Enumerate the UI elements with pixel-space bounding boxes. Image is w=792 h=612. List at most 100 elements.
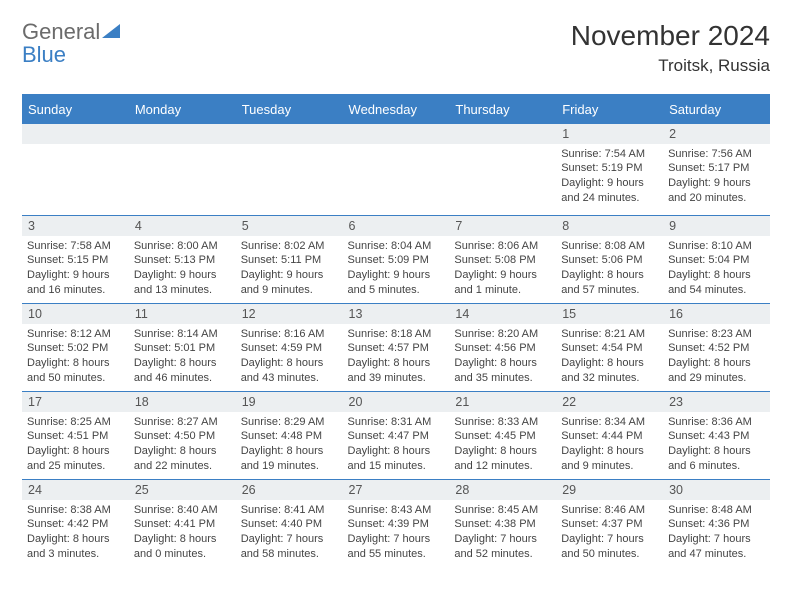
daylight-text: Daylight: 9 hours and 9 minutes. [241, 268, 338, 298]
sunset-text: Sunset: 4:44 PM [561, 429, 658, 444]
calendar-table: SundayMondayTuesdayWednesdayThursdayFrid… [22, 94, 770, 568]
calendar-day-cell: 29Sunrise: 8:46 AMSunset: 4:37 PMDayligh… [556, 480, 663, 568]
calendar-day-cell: 3Sunrise: 7:58 AMSunset: 5:15 PMDaylight… [22, 216, 129, 304]
sunset-text: Sunset: 4:56 PM [454, 341, 551, 356]
day-number: 19 [236, 392, 343, 412]
daylight-text: Daylight: 8 hours and 3 minutes. [27, 532, 124, 562]
daylight-text: Daylight: 8 hours and 19 minutes. [241, 444, 338, 474]
day-number: 10 [22, 304, 129, 324]
day-details: Sunrise: 8:46 AMSunset: 4:37 PMDaylight:… [556, 500, 663, 566]
sunrise-text: Sunrise: 8:29 AM [241, 415, 338, 430]
day-number: 11 [129, 304, 236, 324]
sunrise-text: Sunrise: 8:45 AM [454, 503, 551, 518]
calendar-day-cell: 10Sunrise: 8:12 AMSunset: 5:02 PMDayligh… [22, 304, 129, 392]
day-details: Sunrise: 8:04 AMSunset: 5:09 PMDaylight:… [343, 236, 450, 302]
weekday-header: Friday [556, 95, 663, 124]
daylight-text: Daylight: 8 hours and 46 minutes. [134, 356, 231, 386]
calendar-day-cell: 30Sunrise: 8:48 AMSunset: 4:36 PMDayligh… [663, 480, 770, 568]
day-details: Sunrise: 8:45 AMSunset: 4:38 PMDaylight:… [449, 500, 556, 566]
calendar-day-cell: 8Sunrise: 8:08 AMSunset: 5:06 PMDaylight… [556, 216, 663, 304]
calendar-day-cell: 9Sunrise: 8:10 AMSunset: 5:04 PMDaylight… [663, 216, 770, 304]
day-details: Sunrise: 8:48 AMSunset: 4:36 PMDaylight:… [663, 500, 770, 566]
sunrise-text: Sunrise: 8:04 AM [348, 239, 445, 254]
sunset-text: Sunset: 4:38 PM [454, 517, 551, 532]
sunset-text: Sunset: 5:13 PM [134, 253, 231, 268]
calendar-day-cell: 7Sunrise: 8:06 AMSunset: 5:08 PMDaylight… [449, 216, 556, 304]
daylight-text: Daylight: 8 hours and 54 minutes. [668, 268, 765, 298]
daylight-text: Daylight: 9 hours and 5 minutes. [348, 268, 445, 298]
sunset-text: Sunset: 5:15 PM [27, 253, 124, 268]
weekday-header: Wednesday [343, 95, 450, 124]
logo: General Blue [22, 20, 120, 66]
day-number [129, 124, 236, 144]
sunset-text: Sunset: 4:39 PM [348, 517, 445, 532]
calendar-day-cell: 26Sunrise: 8:41 AMSunset: 4:40 PMDayligh… [236, 480, 343, 568]
sunrise-text: Sunrise: 7:56 AM [668, 147, 765, 162]
calendar-day-cell: 28Sunrise: 8:45 AMSunset: 4:38 PMDayligh… [449, 480, 556, 568]
day-details: Sunrise: 8:20 AMSunset: 4:56 PMDaylight:… [449, 324, 556, 390]
day-details: Sunrise: 8:43 AMSunset: 4:39 PMDaylight:… [343, 500, 450, 566]
calendar-day-cell: 12Sunrise: 8:16 AMSunset: 4:59 PMDayligh… [236, 304, 343, 392]
calendar-day-cell: 14Sunrise: 8:20 AMSunset: 4:56 PMDayligh… [449, 304, 556, 392]
weekday-header: Tuesday [236, 95, 343, 124]
day-number: 13 [343, 304, 450, 324]
sunrise-text: Sunrise: 8:23 AM [668, 327, 765, 342]
day-details: Sunrise: 8:29 AMSunset: 4:48 PMDaylight:… [236, 412, 343, 478]
calendar-day-cell: 13Sunrise: 8:18 AMSunset: 4:57 PMDayligh… [343, 304, 450, 392]
sunrise-text: Sunrise: 8:40 AM [134, 503, 231, 518]
sunset-text: Sunset: 5:08 PM [454, 253, 551, 268]
calendar-body: 1Sunrise: 7:54 AMSunset: 5:19 PMDaylight… [22, 124, 770, 568]
calendar-day-cell: 2Sunrise: 7:56 AMSunset: 5:17 PMDaylight… [663, 124, 770, 216]
calendar-day-cell: 23Sunrise: 8:36 AMSunset: 4:43 PMDayligh… [663, 392, 770, 480]
sunrise-text: Sunrise: 8:14 AM [134, 327, 231, 342]
day-number: 23 [663, 392, 770, 412]
calendar-day-cell: 19Sunrise: 8:29 AMSunset: 4:48 PMDayligh… [236, 392, 343, 480]
day-details: Sunrise: 8:34 AMSunset: 4:44 PMDaylight:… [556, 412, 663, 478]
sunset-text: Sunset: 4:45 PM [454, 429, 551, 444]
calendar-day-cell: 1Sunrise: 7:54 AMSunset: 5:19 PMDaylight… [556, 124, 663, 216]
sunset-text: Sunset: 4:51 PM [27, 429, 124, 444]
daylight-text: Daylight: 8 hours and 9 minutes. [561, 444, 658, 474]
sunset-text: Sunset: 4:43 PM [668, 429, 765, 444]
day-details: Sunrise: 8:36 AMSunset: 4:43 PMDaylight:… [663, 412, 770, 478]
day-number: 25 [129, 480, 236, 500]
sunrise-text: Sunrise: 8:36 AM [668, 415, 765, 430]
calendar-day-cell: 22Sunrise: 8:34 AMSunset: 4:44 PMDayligh… [556, 392, 663, 480]
day-details: Sunrise: 8:08 AMSunset: 5:06 PMDaylight:… [556, 236, 663, 302]
day-details: Sunrise: 8:12 AMSunset: 5:02 PMDaylight:… [22, 324, 129, 390]
sunrise-text: Sunrise: 8:08 AM [561, 239, 658, 254]
sunrise-text: Sunrise: 8:12 AM [27, 327, 124, 342]
day-number: 8 [556, 216, 663, 236]
calendar-day-cell: 24Sunrise: 8:38 AMSunset: 4:42 PMDayligh… [22, 480, 129, 568]
calendar-day-cell [236, 124, 343, 216]
day-number: 29 [556, 480, 663, 500]
day-number: 24 [22, 480, 129, 500]
sunrise-text: Sunrise: 8:27 AM [134, 415, 231, 430]
weekday-header: Thursday [449, 95, 556, 124]
calendar-day-cell: 21Sunrise: 8:33 AMSunset: 4:45 PMDayligh… [449, 392, 556, 480]
day-number: 6 [343, 216, 450, 236]
weekday-header: Monday [129, 95, 236, 124]
daylight-text: Daylight: 8 hours and 50 minutes. [27, 356, 124, 386]
day-details: Sunrise: 8:00 AMSunset: 5:13 PMDaylight:… [129, 236, 236, 302]
sunrise-text: Sunrise: 8:20 AM [454, 327, 551, 342]
day-number [22, 124, 129, 144]
day-number [449, 124, 556, 144]
daylight-text: Daylight: 8 hours and 12 minutes. [454, 444, 551, 474]
sunrise-text: Sunrise: 8:48 AM [668, 503, 765, 518]
day-details: Sunrise: 8:02 AMSunset: 5:11 PMDaylight:… [236, 236, 343, 302]
sunset-text: Sunset: 4:36 PM [668, 517, 765, 532]
sunrise-text: Sunrise: 8:34 AM [561, 415, 658, 430]
weekday-header: Saturday [663, 95, 770, 124]
day-details: Sunrise: 8:06 AMSunset: 5:08 PMDaylight:… [449, 236, 556, 302]
calendar-day-cell: 5Sunrise: 8:02 AMSunset: 5:11 PMDaylight… [236, 216, 343, 304]
day-details: Sunrise: 8:23 AMSunset: 4:52 PMDaylight:… [663, 324, 770, 390]
calendar-day-cell: 20Sunrise: 8:31 AMSunset: 4:47 PMDayligh… [343, 392, 450, 480]
day-number: 30 [663, 480, 770, 500]
day-details: Sunrise: 8:41 AMSunset: 4:40 PMDaylight:… [236, 500, 343, 566]
calendar-week-row: 24Sunrise: 8:38 AMSunset: 4:42 PMDayligh… [22, 480, 770, 568]
daylight-text: Daylight: 8 hours and 57 minutes. [561, 268, 658, 298]
day-details: Sunrise: 8:14 AMSunset: 5:01 PMDaylight:… [129, 324, 236, 390]
daylight-text: Daylight: 8 hours and 22 minutes. [134, 444, 231, 474]
sunset-text: Sunset: 4:47 PM [348, 429, 445, 444]
